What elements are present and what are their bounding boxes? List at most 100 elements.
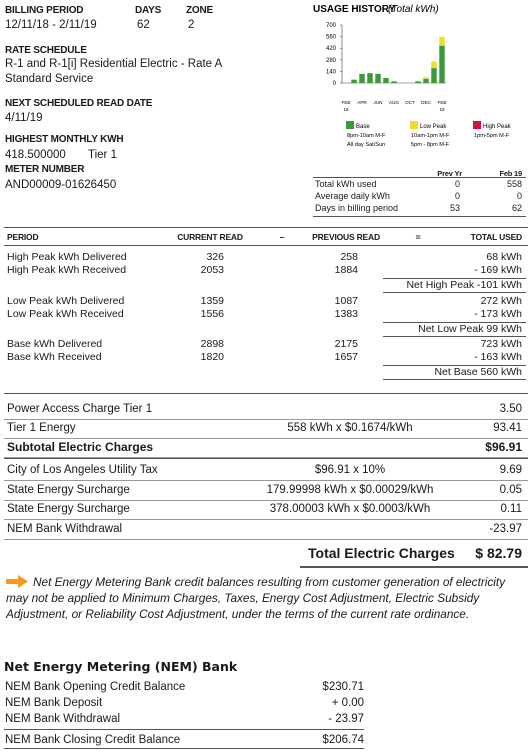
net-total: Net Base 560 kWh xyxy=(434,366,522,378)
label: BILLING PERIOD xyxy=(5,5,84,16)
current-read: 326 xyxy=(206,251,224,263)
value: Tier 1 xyxy=(88,149,117,161)
previous-read: 258 xyxy=(340,251,358,263)
legend-label: Low Peak xyxy=(420,124,447,130)
row-label: Base kWh Received xyxy=(7,351,102,363)
current-read: 2898 xyxy=(200,338,224,350)
bar xyxy=(383,78,389,83)
bar xyxy=(415,81,421,83)
usage-chart: USAGE HISTORY(Total kWh) 0 140 280 420 560 700… xyxy=(313,4,512,148)
row-label: High Peak kWh Received xyxy=(7,264,127,276)
summary-box xyxy=(313,177,526,217)
bank-rule xyxy=(4,729,364,730)
net-rule xyxy=(383,379,526,380)
y-tick-label: 700 xyxy=(326,23,337,29)
bar xyxy=(351,79,357,83)
previous-read: 2175 xyxy=(334,338,358,350)
total-rule xyxy=(300,566,528,568)
total-amount: $ 82.79 xyxy=(475,545,522,561)
header-rule xyxy=(4,245,528,246)
previous-read: 1383 xyxy=(334,308,358,320)
value: 418.500000 xyxy=(5,149,66,161)
charge-calc: 179.99998 kWh x $0.00029/kWh xyxy=(266,483,434,496)
value: 53 xyxy=(449,203,460,213)
label: DAYS xyxy=(135,5,162,16)
bank-label: NEM Bank Deposit xyxy=(5,697,103,709)
legend-swatch xyxy=(473,121,481,129)
legend-label: Base xyxy=(356,124,370,130)
net-rule xyxy=(383,292,526,293)
row-rule xyxy=(4,499,528,501)
table-top xyxy=(4,227,528,228)
label: RATE SCHEDULE xyxy=(5,45,87,56)
value: 62 xyxy=(137,19,150,31)
net-total: Net Low Peak 99 kWh xyxy=(418,323,522,335)
bar xyxy=(367,73,373,83)
row-label: High Peak kWh Delivered xyxy=(7,251,127,263)
label: ZONE xyxy=(186,5,213,16)
current-read: 1556 xyxy=(200,308,224,320)
charge-label: NEM Bank Withdrawal xyxy=(7,522,123,535)
section-title: Net Energy Metering (NEM) Bank xyxy=(4,659,238,674)
value: Standard Service xyxy=(5,73,94,85)
row-label: Days in billing period xyxy=(315,203,399,213)
y-tick-label: 140 xyxy=(326,69,337,75)
bar xyxy=(431,68,437,83)
value: 62 xyxy=(511,203,522,213)
bank-amount: - 23.97 xyxy=(328,713,364,725)
y-tick-label: 0 xyxy=(333,81,337,87)
column-header: = xyxy=(415,232,421,242)
bar xyxy=(439,45,445,83)
row-label: Low Peak kWh Delivered xyxy=(7,295,125,307)
charge-calc: 378.00003 kWh x $0.0003/kWh xyxy=(269,503,431,515)
total-used: 723 kWh xyxy=(480,338,522,350)
column-header: PREVIOUS READ xyxy=(312,232,380,242)
charge-amount: 3.50 xyxy=(499,403,522,415)
year-label: 19 xyxy=(439,107,445,112)
value: 4/11/19 xyxy=(5,112,43,124)
value: AND00009-01626450 xyxy=(5,179,117,191)
year-label: 18 xyxy=(343,107,349,112)
charge-calc: 558 kWh x $0.1674/kWh xyxy=(287,422,413,434)
legend-hours: All day Sat/Sun xyxy=(347,142,385,148)
bank-label: NEM Bank Opening Credit Balance xyxy=(5,681,186,693)
charge-label: Power Access Charge Tier 1 xyxy=(7,403,153,415)
value: 0 xyxy=(454,179,460,189)
net-rule xyxy=(383,278,526,279)
value: 0 xyxy=(516,191,522,201)
charge-amount: 0.11 xyxy=(500,503,522,515)
bank-rule xyxy=(4,748,364,749)
previous-read: 1087 xyxy=(334,295,358,307)
bar xyxy=(359,73,365,83)
x-tick-label: JUN xyxy=(374,100,383,105)
value: 558 xyxy=(506,179,522,189)
bar xyxy=(423,78,429,83)
x-tick-label: OCT xyxy=(405,100,415,105)
bank-amount: $206.74 xyxy=(322,734,364,746)
section-rule xyxy=(4,393,528,394)
row-rule xyxy=(4,519,528,520)
label: NEXT SCHEDULED READ DATE xyxy=(5,98,153,109)
x-tick-label: DEC xyxy=(421,100,431,105)
row-label: Low Peak kWh Received xyxy=(7,308,124,320)
charge-amount: $96.91 xyxy=(485,440,522,454)
previous-read: 1657 xyxy=(334,351,358,363)
charge-label: Subtotal Electric Charges xyxy=(7,440,154,454)
bank-amount: $230.71 xyxy=(322,681,364,693)
legend-hours: 5pm - 8pm M-F xyxy=(411,142,450,148)
legend-hours: 1pm-5pm M-F xyxy=(474,133,510,139)
net-rule xyxy=(383,365,526,366)
total-used: 272 kWh xyxy=(480,295,522,307)
legend-label: High Peak xyxy=(483,124,512,130)
charge-label: State Energy Surcharge xyxy=(7,503,130,515)
column-header: PERIOD xyxy=(7,232,39,242)
row-label: Average daily kWh xyxy=(315,191,390,201)
current-read: 2053 xyxy=(200,264,224,276)
label: HIGHEST MONTHLY KWH xyxy=(5,134,124,145)
bar xyxy=(375,73,381,83)
bar xyxy=(391,81,397,83)
charge-amount: 9.69 xyxy=(499,464,522,476)
bank-amount: + 0.00 xyxy=(331,697,364,709)
row-rule xyxy=(4,538,528,540)
legend-hours: 8pm-10am M-F xyxy=(347,133,386,139)
